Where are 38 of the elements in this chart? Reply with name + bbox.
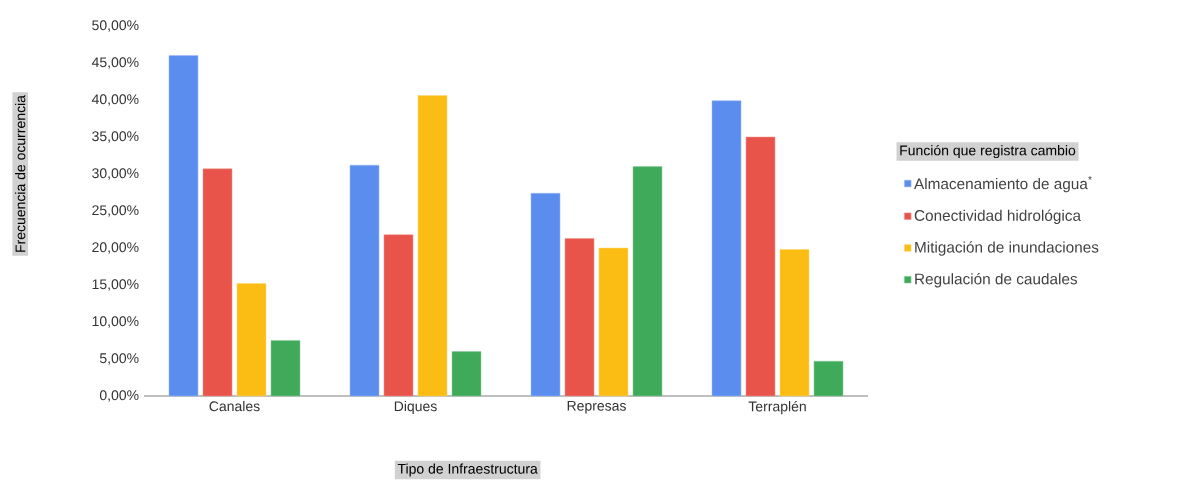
x-tick-label: Canales xyxy=(209,400,260,412)
bar xyxy=(451,351,482,397)
y-tick-label: 15,00% xyxy=(92,279,139,291)
bar xyxy=(168,55,199,397)
bar xyxy=(711,100,742,397)
bar xyxy=(530,192,561,397)
y-tick-label: 30,00% xyxy=(92,168,139,180)
y-tick-label: 10,00% xyxy=(92,316,139,328)
y-axis-title: Frecuencia de ocurrencia xyxy=(15,95,26,252)
legend-label: Regulación de caudales xyxy=(915,272,1078,288)
y-tick-label: 45,00% xyxy=(91,57,139,69)
legend-label: Mitigación de inundaciones xyxy=(915,241,1099,256)
legend-label: Almacenamiento de agua$^{*}$ xyxy=(914,175,1092,193)
y-tick-label: 40,00% xyxy=(91,94,139,106)
bar xyxy=(779,249,810,397)
bar xyxy=(632,166,663,397)
bar xyxy=(813,360,844,397)
y-tick-label: 5,00% xyxy=(99,353,139,365)
x-axis-title: Tipo de Infraestructura xyxy=(397,463,538,477)
bar xyxy=(236,283,267,397)
bar xyxy=(202,168,233,397)
y-tick-label: 0,00% xyxy=(99,390,139,402)
bar xyxy=(564,238,595,397)
y-tick-label: 50,00% xyxy=(92,20,139,32)
x-tick-label: Terraplén xyxy=(748,400,806,415)
bar xyxy=(745,136,776,397)
bar xyxy=(270,340,301,397)
bar xyxy=(349,164,380,397)
y-tick-label: 25,00% xyxy=(92,205,139,217)
legend-title: Función que registra cambio xyxy=(900,144,1076,159)
y-tick-label: 35,00% xyxy=(92,131,139,143)
x-tick-label: Diques xyxy=(394,400,437,414)
x-tick-label: Represas xyxy=(567,400,626,414)
bar xyxy=(383,234,414,397)
bar xyxy=(598,247,629,397)
legend-label: Conectividad hidrológica xyxy=(914,209,1082,224)
bar xyxy=(417,95,448,397)
y-tick-label: 20,00% xyxy=(92,242,139,254)
